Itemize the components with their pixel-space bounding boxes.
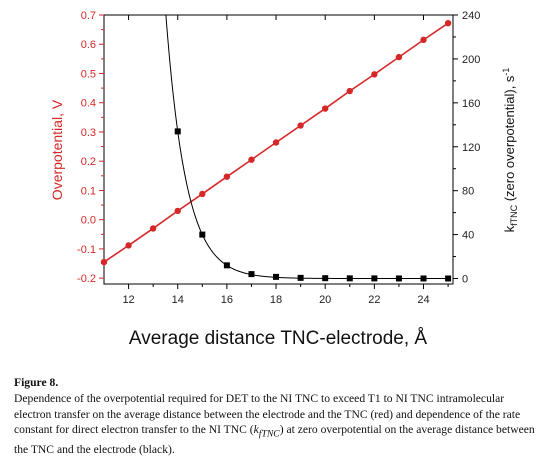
- red-series-point: [321, 105, 329, 112]
- caption-body: Dependence of the overpotential required…: [14, 391, 542, 457]
- red-series-point: [395, 53, 403, 61]
- y-left-axis-label: Overpotential, V: [49, 99, 65, 200]
- x-axis-label: Average distance TNC-electrode, Å: [129, 328, 428, 349]
- y-left-tick-label: 0.6: [81, 39, 96, 51]
- y-left-tick-label: 0.7: [81, 10, 96, 22]
- y-left-tick-label: -0.2: [77, 273, 96, 285]
- red-series-point: [125, 242, 132, 249]
- k-superscript: -1: [501, 68, 511, 76]
- black-series-point: [223, 262, 230, 269]
- y-right-tick-label: 120: [462, 142, 480, 154]
- k-subscript: fTNC: [509, 204, 519, 225]
- y-left-tick-label: 0.3: [81, 127, 96, 139]
- y-right-axis-label: kfTNC (zero overpotential), s-1: [501, 68, 519, 233]
- red-series-point: [248, 156, 255, 163]
- chart-area: 12 14 16 18 20 22 24 -0.2 -0.1 0.0 0.1 0.2 0.3 0.4 0.5…: [49, 10, 519, 349]
- marks-layer: [100, 19, 452, 282]
- k-rest: (zero overpotential), s: [502, 75, 517, 205]
- black-series-point: [445, 275, 452, 282]
- black-series-point: [346, 275, 353, 282]
- y-left-tick-label: 0.1: [81, 185, 96, 197]
- y-left-tick-label: 0.5: [81, 68, 96, 80]
- red-series-point: [420, 36, 427, 44]
- red-series-point: [223, 173, 231, 180]
- caption-k-symbol: kfTNC: [253, 423, 280, 440]
- red-series-point: [272, 139, 280, 146]
- y-left-tick-label: -0.1: [77, 244, 96, 256]
- y-right-tick-label: 0: [462, 274, 468, 286]
- y-left-tick-label: 0.0: [81, 215, 96, 227]
- axes-layer: 12 14 16 18 20 22 24 -0.2 -0.1 0.0 0.1 0.2 0.3 0.4 0.5…: [77, 10, 480, 306]
- figure-caption: Figure 8. Dependence of the overpotentia…: [14, 375, 542, 457]
- y-right-tick-label: 40: [462, 230, 474, 242]
- x-tick-label: 24: [417, 294, 429, 306]
- y-right-tick-label: 240: [462, 10, 480, 22]
- black-series-point: [420, 275, 427, 282]
- red-series-point: [199, 190, 206, 198]
- red-series-point: [297, 122, 304, 129]
- figure-label: Figure 8.: [14, 376, 59, 389]
- x-tick-label: 20: [319, 294, 331, 306]
- curve-layer: [103, 15, 449, 280]
- black-series-point: [199, 231, 206, 238]
- x-tick-label: 18: [270, 294, 282, 306]
- y-left-tick-label: 0.4: [81, 98, 96, 110]
- y-right-tick-label: 200: [462, 54, 480, 66]
- red-series-point: [371, 71, 378, 78]
- x-tick-label: 22: [368, 294, 380, 306]
- black-series-point: [174, 128, 181, 135]
- y-right-tick-label: 160: [462, 98, 480, 110]
- caption-text-2: ) at zero overpotential on the average d…: [14, 423, 535, 456]
- black-series-point: [248, 271, 255, 278]
- red-series-point: [174, 207, 181, 215]
- black-series-point: [273, 273, 280, 280]
- black-series-point: [322, 275, 329, 282]
- black-series-point: [297, 274, 304, 281]
- x-tick-label: 14: [172, 294, 184, 306]
- red-series-point: [444, 19, 452, 27]
- x-tick-label: 16: [221, 294, 233, 306]
- red-series-point: [346, 87, 353, 95]
- black-series-point: [371, 275, 378, 282]
- caption-text-1: Dependence of the overpotential required…: [14, 392, 521, 437]
- x-tick-label: 12: [122, 294, 134, 306]
- y-right-tick-label: 80: [462, 186, 474, 198]
- y-left-tick-label: 0.2: [81, 156, 96, 168]
- black-series-point: [395, 275, 402, 282]
- black-series-curve: [165, 15, 449, 280]
- red-series-point: [149, 225, 157, 232]
- red-series-point: [100, 258, 108, 266]
- plot-frame: [103, 14, 454, 285]
